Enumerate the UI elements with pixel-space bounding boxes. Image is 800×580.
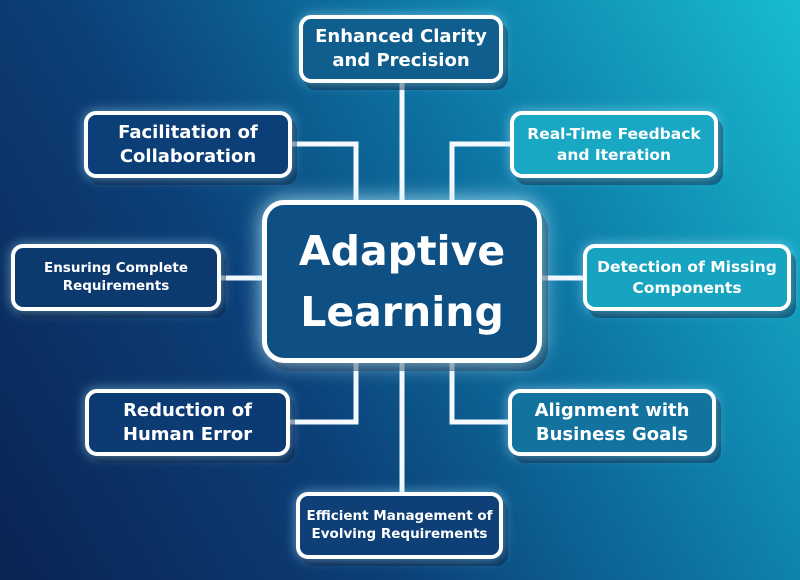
central-topic-line1: Adaptive: [298, 226, 506, 275]
node-label-line2: Requirements: [62, 277, 170, 294]
node-efficient-management: Efficient Management of Evolving Require…: [296, 492, 503, 559]
central-topic-box: Adaptive Learning: [262, 200, 542, 363]
node-detection-of-missing-components: Detection of Missing Components: [583, 244, 791, 311]
node-label-line1: Reduction of: [123, 399, 252, 421]
connector-bottom-left: [287, 360, 359, 425]
node-label-line1: Facilitation of: [118, 121, 258, 143]
node-label-line2: and Precision: [332, 50, 470, 71]
connector-top-left: [289, 141, 359, 203]
node-label-line2: and Iteration: [556, 145, 672, 164]
node-enhanced-clarity: Enhanced Clarity and Precision: [299, 15, 503, 83]
node-label-line1: Real-Time Feedback: [527, 125, 701, 144]
node-label-line2: Human Error: [122, 423, 253, 445]
node-label-line1: Enhanced Clarity: [315, 26, 487, 48]
node-label-line2: Evolving Requirements: [311, 525, 488, 542]
node-label-line1: Ensuring Complete: [43, 259, 189, 276]
connector-top-right: [449, 141, 513, 203]
node-ensuring-complete-requirements: Ensuring Complete Requirements: [11, 244, 221, 311]
node-label-line1: Alignment with: [534, 399, 690, 421]
node-alignment-with-business-goals: Alignment with Business Goals: [508, 389, 716, 456]
node-label-line2: Collaboration: [119, 145, 257, 167]
node-label-line1: Detection of Missing: [597, 258, 777, 277]
node-reduction-of-human-error: Reduction of Human Error: [85, 389, 290, 456]
central-topic-line2: Learning: [300, 287, 504, 336]
node-label-line1: Efficient Management of: [306, 507, 493, 524]
node-facilitation-of-collaboration: Facilitation of Collaboration: [84, 111, 292, 178]
node-label-line2: Business Goals: [535, 423, 689, 445]
node-real-time-feedback: Real-Time Feedback and Iteration: [510, 111, 718, 178]
connector-bottom-right: [449, 360, 511, 425]
node-label-line2: Components: [632, 278, 742, 297]
